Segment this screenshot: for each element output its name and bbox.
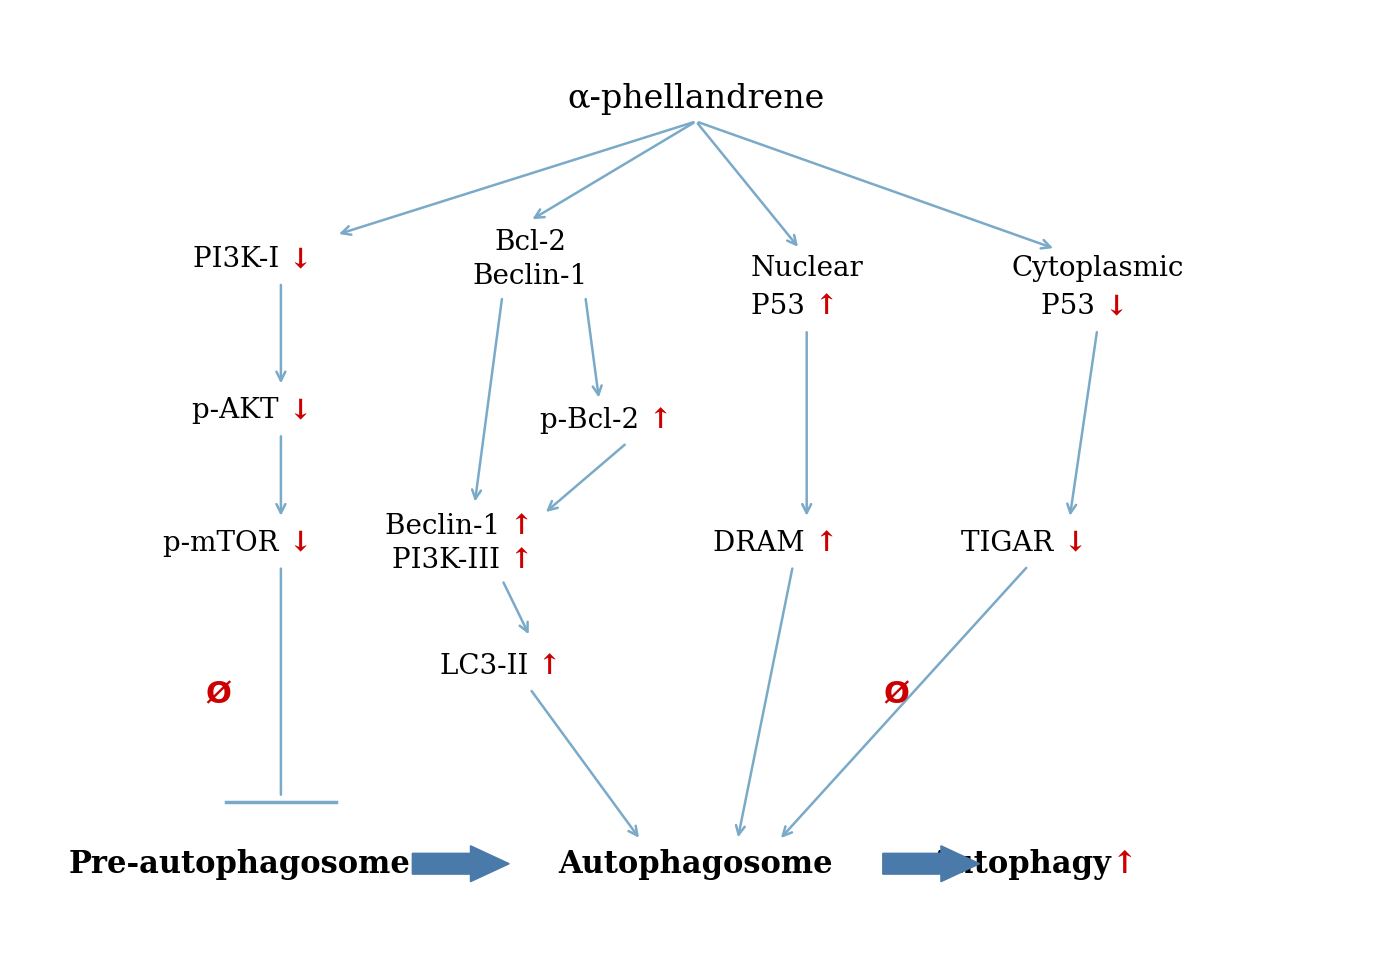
Text: Cytoplasmic: Cytoplasmic <box>1011 255 1183 282</box>
Polygon shape <box>412 846 509 882</box>
Text: ↓: ↓ <box>1062 529 1086 557</box>
Text: LC3-II: LC3-II <box>440 652 537 679</box>
Text: ↑: ↑ <box>813 293 837 320</box>
Text: ↓: ↓ <box>288 529 310 557</box>
Text: ↑: ↑ <box>647 406 671 434</box>
Text: Autophagosome: Autophagosome <box>558 848 834 880</box>
Text: P53: P53 <box>750 293 813 320</box>
Text: ↑: ↑ <box>813 529 837 557</box>
Text: Autophagy: Autophagy <box>928 848 1111 880</box>
Text: PI3K-I: PI3K-I <box>192 246 288 273</box>
Text: DRAM: DRAM <box>713 529 813 557</box>
Text: p-AKT: p-AKT <box>192 396 288 424</box>
Text: Beclin-1: Beclin-1 <box>472 263 587 290</box>
Text: TIGAR: TIGAR <box>962 529 1062 557</box>
Text: α-phellandrene: α-phellandrene <box>568 83 824 114</box>
Text: ↑: ↑ <box>1111 848 1137 880</box>
Text: p-Bcl-2: p-Bcl-2 <box>540 406 647 434</box>
Text: ↑: ↑ <box>509 512 533 539</box>
Text: Ø: Ø <box>206 679 231 708</box>
Text: Pre-autophagosome: Pre-autophagosome <box>68 848 411 880</box>
Text: P53: P53 <box>1041 293 1104 320</box>
Text: Bcl-2: Bcl-2 <box>494 229 567 255</box>
Text: Ø: Ø <box>884 679 909 708</box>
Text: p-mTOR: p-mTOR <box>163 529 288 557</box>
Text: Nuclear: Nuclear <box>750 255 863 282</box>
Text: ↓: ↓ <box>288 396 310 424</box>
Text: Beclin-1: Beclin-1 <box>386 512 509 539</box>
Text: ↑: ↑ <box>509 546 533 573</box>
Text: ↓: ↓ <box>288 246 310 273</box>
Polygon shape <box>883 846 980 882</box>
Text: ↑: ↑ <box>537 652 560 679</box>
Text: PI3K-III: PI3K-III <box>393 546 509 573</box>
Text: ↓: ↓ <box>1104 293 1128 320</box>
